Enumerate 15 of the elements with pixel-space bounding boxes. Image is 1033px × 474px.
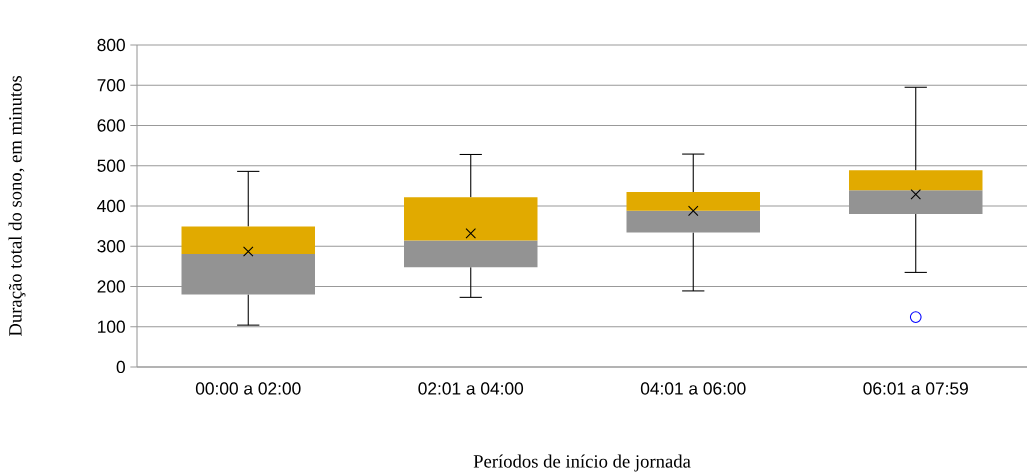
- x-axis-title: Períodos de início de jornada: [473, 454, 691, 472]
- y-tick-label: 500: [97, 159, 125, 172]
- y-tick-label: 200: [97, 280, 125, 293]
- x-tick-label: 02:01 a 04:00: [418, 382, 524, 395]
- x-tick-label: 06:01 a 07:59: [863, 382, 968, 395]
- y-tick-label: 0: [116, 360, 125, 374]
- y-tick-label: 600: [97, 119, 125, 132]
- y-tick-label: 400: [97, 199, 125, 213]
- y-tick-label: 100: [98, 320, 125, 333]
- y-axis-title: Duração total do sono, em minutos: [8, 76, 26, 337]
- y-tick-label: 700: [97, 79, 125, 92]
- x-tick-label: 04:01 a 06:00: [640, 382, 746, 395]
- y-tick-label: 300: [97, 240, 125, 253]
- x-tick-label: 00:00 a 02:00: [195, 382, 301, 395]
- y-tick-label: 800: [97, 38, 125, 52]
